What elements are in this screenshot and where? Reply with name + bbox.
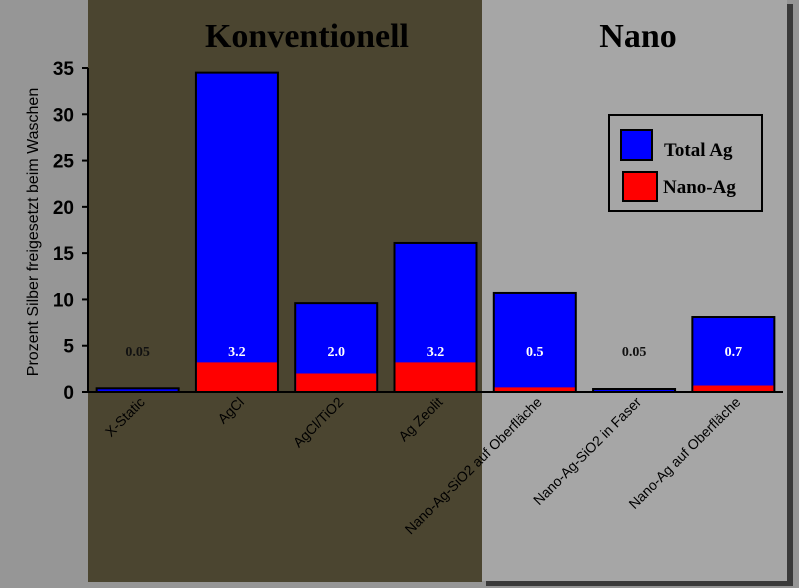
bar-total-ag — [492, 291, 577, 394]
data-label: 3.2 — [228, 345, 246, 360]
data-label: 0.05 — [622, 345, 647, 360]
data-label: 3.2 — [427, 345, 445, 360]
bar-nano-ag — [395, 362, 476, 392]
y-tick-label: 20 — [53, 198, 74, 219]
y-tick-label: 25 — [53, 152, 75, 173]
y-tick-label: 0 — [63, 383, 74, 404]
bar-total-ag — [194, 71, 279, 393]
bar-nano-ag — [693, 385, 774, 392]
bar-nano-ag — [494, 387, 575, 392]
y-tick-label: 30 — [53, 105, 74, 126]
data-label: 2.0 — [327, 345, 345, 360]
legend: Total Ag Nano-Ag — [608, 114, 763, 212]
bar-total-ag — [691, 316, 776, 394]
group-title-nano: Nano — [599, 18, 676, 55]
y-tick-label: 5 — [63, 337, 74, 358]
legend-label-total-ag: Total Ag — [664, 140, 733, 161]
y-axis-label: Prozent Silber freigesetzt beim Waschen — [25, 88, 42, 376]
y-tick-label: 35 — [53, 59, 75, 80]
data-label: 0.5 — [526, 345, 544, 360]
data-label: 0.05 — [125, 345, 150, 360]
legend-swatch-nano-ag — [622, 171, 658, 202]
legend-label-nano-ag: Nano-Ag — [663, 177, 736, 198]
bar-nano-ag — [296, 373, 377, 392]
bar-nano-ag — [196, 362, 277, 392]
y-tick-label: 10 — [53, 290, 74, 311]
group-title-konventionell: Konventionell — [205, 18, 409, 55]
nano-panel — [482, 0, 787, 581]
data-label: 0.7 — [725, 345, 743, 360]
legend-swatch-total-ag — [620, 129, 653, 161]
legend-box — [608, 114, 763, 212]
y-tick-label: 15 — [53, 244, 75, 265]
